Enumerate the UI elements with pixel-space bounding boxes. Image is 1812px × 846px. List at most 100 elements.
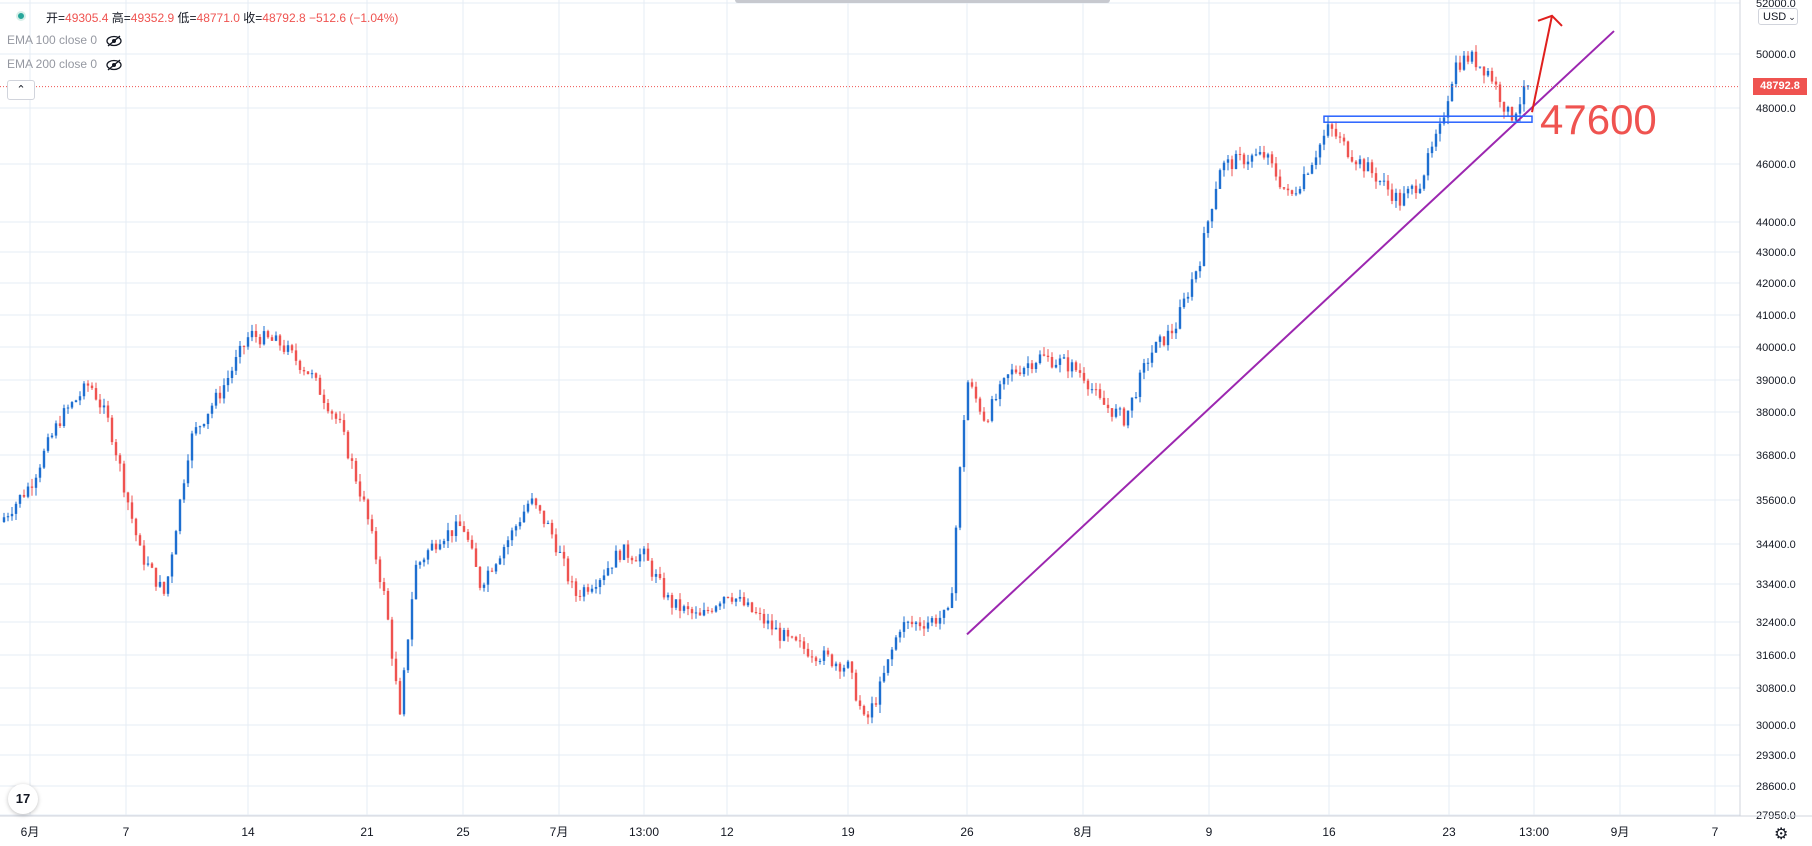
candle xyxy=(798,634,802,648)
candle xyxy=(942,609,946,625)
candle-body xyxy=(50,435,54,438)
candle-body xyxy=(1370,162,1374,174)
candle-body xyxy=(114,442,118,456)
candle-body xyxy=(1078,370,1082,373)
candle-body xyxy=(302,369,306,372)
candle-body xyxy=(258,336,262,345)
candle-body xyxy=(1126,410,1130,426)
candle-body xyxy=(1346,141,1350,158)
candle-body xyxy=(138,535,142,546)
time-tick-label: 12 xyxy=(720,825,734,839)
candle-body xyxy=(510,530,514,541)
hidden-eye-icon[interactable] xyxy=(106,59,123,71)
candle-body xyxy=(226,378,230,386)
candle xyxy=(958,466,962,531)
price-tick-label: 34400.0 xyxy=(1756,539,1796,551)
candle-body xyxy=(806,648,810,657)
candle-body xyxy=(474,548,478,567)
candle xyxy=(294,343,298,366)
candle xyxy=(266,329,270,339)
candle xyxy=(670,592,674,615)
candle-body xyxy=(1402,193,1406,206)
candle-body xyxy=(1162,336,1166,346)
candle xyxy=(702,602,706,617)
candle-body xyxy=(338,418,342,421)
candle xyxy=(458,514,462,527)
indicator-ema-200[interactable]: EMA 200 close 0 xyxy=(7,57,123,71)
candle-body xyxy=(598,580,602,588)
candle-body xyxy=(710,610,714,612)
candle-body xyxy=(1518,104,1522,114)
candle xyxy=(1462,51,1466,71)
candle xyxy=(142,540,146,571)
candle xyxy=(1038,350,1042,365)
candle xyxy=(206,413,210,429)
candle xyxy=(330,409,334,420)
candle xyxy=(838,661,842,679)
currency-selector[interactable]: USD ⌄ xyxy=(1758,8,1798,25)
candle-body xyxy=(210,405,214,414)
candle xyxy=(406,639,410,673)
candle xyxy=(314,372,318,381)
candle xyxy=(450,530,454,543)
candle-body xyxy=(1082,372,1086,381)
candle-body xyxy=(98,399,102,408)
candle xyxy=(454,514,458,542)
candle-body xyxy=(910,621,914,625)
candle xyxy=(770,614,774,636)
candle-body xyxy=(218,392,222,399)
candle-body xyxy=(1086,380,1090,390)
candle-body xyxy=(646,548,650,561)
candle-body xyxy=(250,330,254,338)
candle xyxy=(1182,292,1186,309)
candle-body xyxy=(1270,154,1274,164)
candle xyxy=(122,460,126,498)
candle xyxy=(1054,359,1058,369)
candle xyxy=(1226,154,1230,171)
candle-body xyxy=(942,609,946,618)
support-annotation-label[interactable]: 47600 xyxy=(1540,96,1657,143)
candle-body xyxy=(822,650,826,661)
candle-body xyxy=(750,602,754,613)
indicator-ema-100[interactable]: EMA 100 close 0 xyxy=(7,33,123,47)
candle-body xyxy=(730,597,734,602)
candle xyxy=(746,598,750,608)
candle-body xyxy=(66,407,70,409)
tradingview-logo-icon[interactable]: 17 xyxy=(8,784,38,814)
candle-body xyxy=(334,413,338,419)
candle-body xyxy=(1026,363,1030,369)
candle xyxy=(1090,383,1094,394)
candle xyxy=(462,521,466,533)
candle xyxy=(1506,105,1510,117)
candle xyxy=(1270,151,1274,168)
gear-icon[interactable]: ⚙ xyxy=(1774,826,1789,843)
candle xyxy=(2,512,6,523)
candle-body xyxy=(850,661,854,673)
candle-body xyxy=(1338,136,1342,138)
candle xyxy=(542,510,546,528)
candle-body xyxy=(1186,296,1190,299)
hidden-eye-icon[interactable] xyxy=(106,35,123,47)
candle xyxy=(682,604,686,614)
time-tick-label: 23 xyxy=(1442,825,1456,839)
candle-body xyxy=(1034,363,1038,370)
candle xyxy=(182,479,186,503)
candle xyxy=(238,341,242,364)
candle-body xyxy=(1378,181,1382,183)
candle-body xyxy=(990,399,994,421)
candle xyxy=(386,588,390,621)
candle xyxy=(754,607,758,615)
candle-body xyxy=(486,570,490,585)
candle xyxy=(910,615,914,628)
candle xyxy=(854,669,858,702)
collapse-legend-button[interactable]: ⌃ xyxy=(7,80,35,100)
candle-body xyxy=(606,568,610,576)
candle xyxy=(478,565,482,591)
candle xyxy=(906,620,910,629)
candle-body xyxy=(1118,408,1122,410)
candle xyxy=(938,610,942,630)
candle-body xyxy=(858,700,862,706)
candle-body xyxy=(470,539,474,549)
candle xyxy=(890,646,894,667)
